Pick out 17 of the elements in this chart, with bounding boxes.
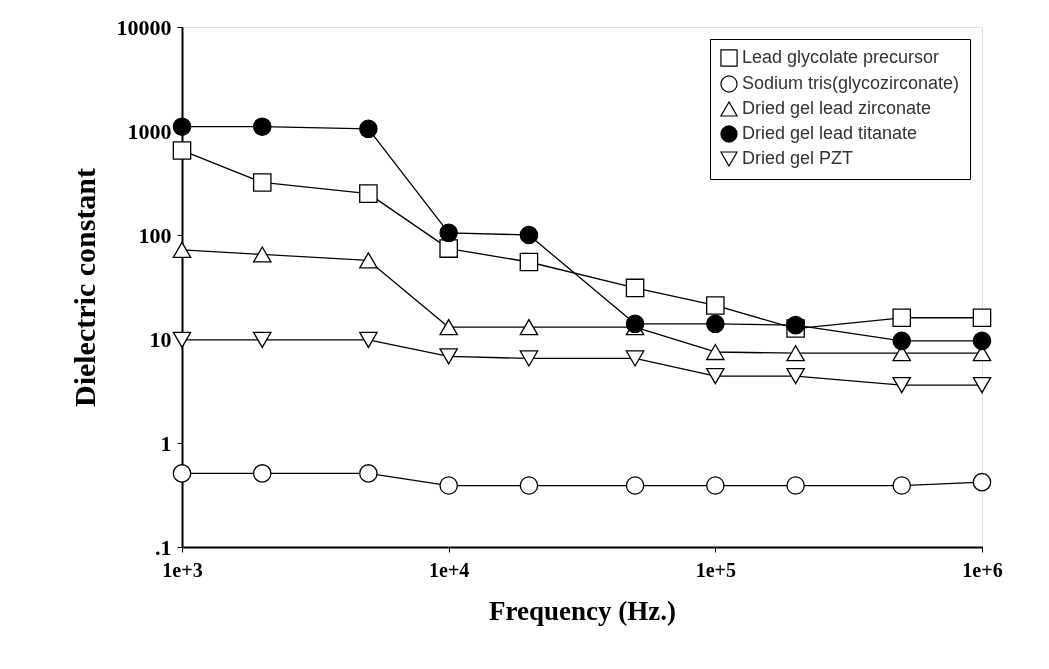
y-axis-title: Dielectric constant <box>67 167 101 408</box>
y-tick-label: 10000 <box>116 14 172 40</box>
y-tick-label: 100 <box>138 222 172 248</box>
legend-label: Dried gel lead zirconate <box>742 98 932 118</box>
x-tick-label: 1e+4 <box>429 558 470 581</box>
x-tick-label: 1e+5 <box>695 558 736 581</box>
y-tick-label: 1000 <box>127 118 172 144</box>
legend-label: Lead glycolate precursor <box>742 47 940 67</box>
x-tick-label: 1e+3 <box>162 558 203 581</box>
y-tick-label: .1 <box>155 534 172 560</box>
x-tick-label: 1e+6 <box>962 558 1003 581</box>
legend-label: Sodium tris(glycozirconate) <box>742 73 960 93</box>
x-axis-title: Frequency (Hz.) <box>489 595 676 626</box>
legend-label: Dried gel PZT <box>742 148 854 168</box>
legend-label: Dried gel lead titanate <box>742 123 918 143</box>
y-tick-label: 1 <box>160 430 172 456</box>
y-tick-label: 10 <box>149 326 172 352</box>
